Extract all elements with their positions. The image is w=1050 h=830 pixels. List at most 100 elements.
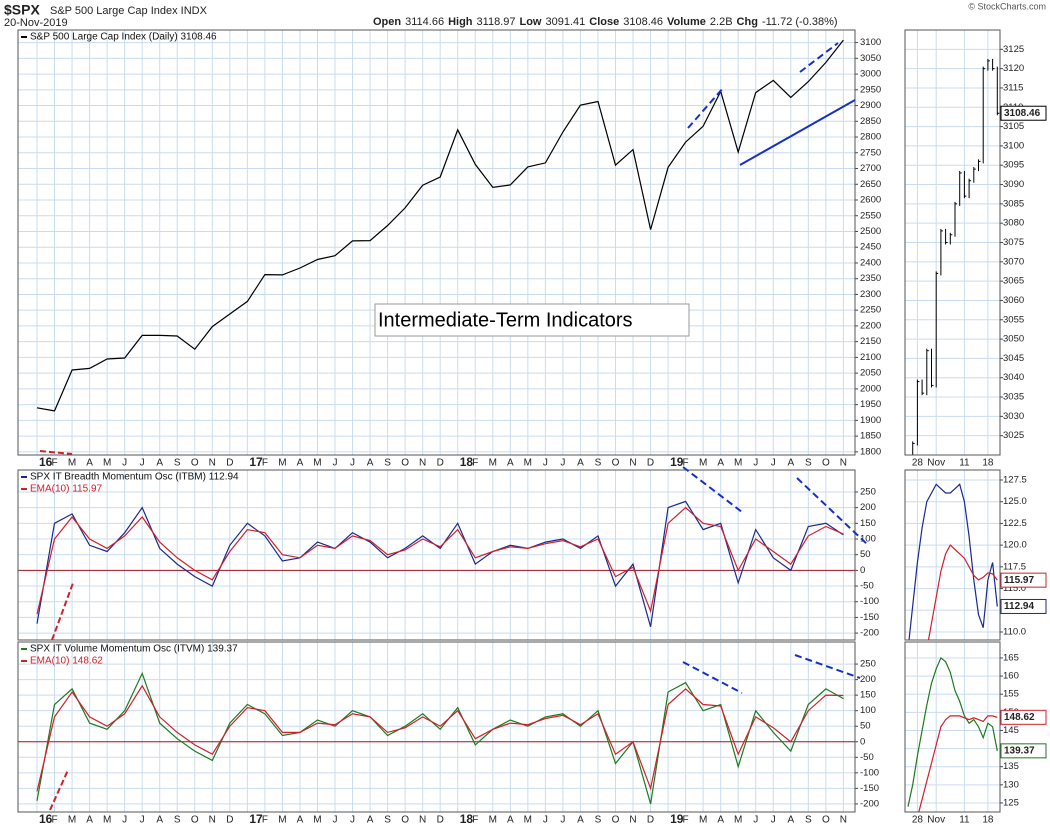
x-tick-label: S <box>174 815 181 826</box>
x-tick-label: A <box>507 815 514 826</box>
x-tick-label: D <box>226 815 233 826</box>
x-tick-label: O <box>612 815 620 826</box>
x-tick-label: M <box>734 815 742 826</box>
trendline <box>687 86 725 129</box>
trendline <box>49 769 69 811</box>
y-tick-label: 3095 <box>1003 160 1024 171</box>
annotation-frame <box>374 303 690 337</box>
series-line <box>36 671 844 805</box>
y-tick-label: 2500 <box>860 226 881 237</box>
quote-label: High <box>448 16 473 28</box>
y-tick-label: 3035 <box>1003 392 1024 403</box>
x-tick-label: N <box>840 458 847 469</box>
y-tick-label: 2450 <box>860 242 881 253</box>
ohlc-bar <box>978 159 981 172</box>
panel: 28 Nov 11 18 3025 3030 3035 3040 3045 3050 3055 306… <box>904 29 1047 469</box>
x-tick-label: A <box>86 815 93 826</box>
series-group <box>36 500 844 627</box>
y-tick-label: 2900 <box>860 100 881 111</box>
x-tick-label: J <box>543 815 548 826</box>
x-tick-label: J <box>122 458 127 469</box>
y-tick-label: 120.0 <box>1003 540 1027 551</box>
x-tick-label: M <box>313 815 321 826</box>
y-tick-label: 115.0 <box>1003 583 1026 594</box>
y-tick-label: 3100 <box>1003 140 1024 151</box>
panel-frame <box>904 641 1001 813</box>
quote-value: 3114.66 <box>405 16 444 28</box>
x-tick-label: 18 <box>982 815 994 826</box>
x-tick-label: N <box>419 815 426 826</box>
x-tick-label: M <box>103 458 111 469</box>
x-tick-label: A <box>717 815 724 826</box>
y-tick-label: 2650 <box>860 179 881 190</box>
quote: High 3118.97 <box>448 16 515 28</box>
x-tick-label: D <box>437 815 444 826</box>
y-tick-label: 0 <box>860 736 865 747</box>
y-tick-label: 145 <box>1003 725 1019 736</box>
y-tick-label: -200 <box>860 628 879 639</box>
y-tick-label: -50 <box>860 581 874 592</box>
y-tick-label: 0 <box>860 565 865 576</box>
y-tick-label: 3050 <box>860 53 881 64</box>
x-tick-label: J <box>333 815 338 826</box>
last-value-label: 148.62 <box>1004 712 1035 723</box>
panel: -200 -150 -100 -50 0 50 100 150 200 250 SPX IT Bre… <box>17 469 879 641</box>
x-tick-label: J <box>140 458 145 469</box>
y-tick-label: 200 <box>860 674 876 685</box>
series-group <box>908 483 998 640</box>
last-value-box <box>1000 743 1047 759</box>
ohlc-bar <box>963 170 967 199</box>
x-tick-label: D <box>647 458 654 469</box>
last-value-box <box>1000 572 1047 588</box>
x-tick-label: S <box>595 458 602 469</box>
panel-frame <box>17 641 856 813</box>
last-value-box <box>1000 709 1047 725</box>
ohlc-bar <box>949 232 953 245</box>
y-tick-label: 2200 <box>860 320 881 331</box>
y-tick-label: 3065 <box>1003 276 1024 287</box>
x-tick-label: M <box>734 458 742 469</box>
y-tick-label: 2700 <box>860 163 881 174</box>
x-tick-label: S <box>174 458 181 469</box>
y-tick-label: 3125 <box>1003 44 1024 55</box>
y-tick-label: 3060 <box>1003 295 1024 306</box>
y-tick-label: 2350 <box>860 273 881 284</box>
series-group <box>36 39 844 412</box>
header: $SPX S&P 500 Large Cap Index INDX 20-Nov… <box>4 1 1046 29</box>
y-tick-label: 2050 <box>860 368 881 379</box>
x-tick-label: S <box>805 815 812 826</box>
x-tick-label: D <box>647 815 654 826</box>
y-tick-label: 127.5 <box>1003 475 1027 486</box>
last-value-box <box>1000 105 1047 121</box>
x-tick-label: M <box>524 458 532 469</box>
legend-label: EMA(10) 148.62 <box>30 656 103 667</box>
y-tick-label: 150 <box>860 518 876 529</box>
panel: 28Nov1118125130135140145150155160165139.… <box>904 641 1047 826</box>
y-tick-label: 3045 <box>1003 353 1024 364</box>
ohlc-bar <box>992 58 995 71</box>
x-tick-label: Nov <box>927 815 945 826</box>
quote-label: Close <box>589 16 619 28</box>
x-tick-label: A <box>577 458 584 469</box>
x-tick-label: M <box>699 458 707 469</box>
y-tick-label: 2400 <box>860 257 881 268</box>
x-tick-label: 18 <box>982 458 994 469</box>
x-tick-label: 16 <box>39 455 53 469</box>
ohlc-bar <box>940 228 943 276</box>
x-tick-label: J <box>753 458 758 469</box>
annotation: Intermediate-Term Indicators <box>378 309 633 331</box>
y-tick-label: 2750 <box>860 147 881 158</box>
quote-value: 3091.41 <box>545 16 585 28</box>
x-tick-label: 17 <box>249 455 263 469</box>
y-tick-label: 2550 <box>860 210 881 221</box>
quote: Volume 2.2B <box>667 16 733 28</box>
trendlines <box>39 42 869 811</box>
x-tick-label: M <box>313 458 321 469</box>
last-value-label: 112.94 <box>1004 601 1034 612</box>
ohlc-bar <box>954 201 957 237</box>
x-tick-label: A <box>156 815 163 826</box>
y-tick-label: 2300 <box>860 289 881 300</box>
y-tick-label: 3050 <box>1003 334 1024 345</box>
y-tick-label: 2100 <box>860 352 881 363</box>
